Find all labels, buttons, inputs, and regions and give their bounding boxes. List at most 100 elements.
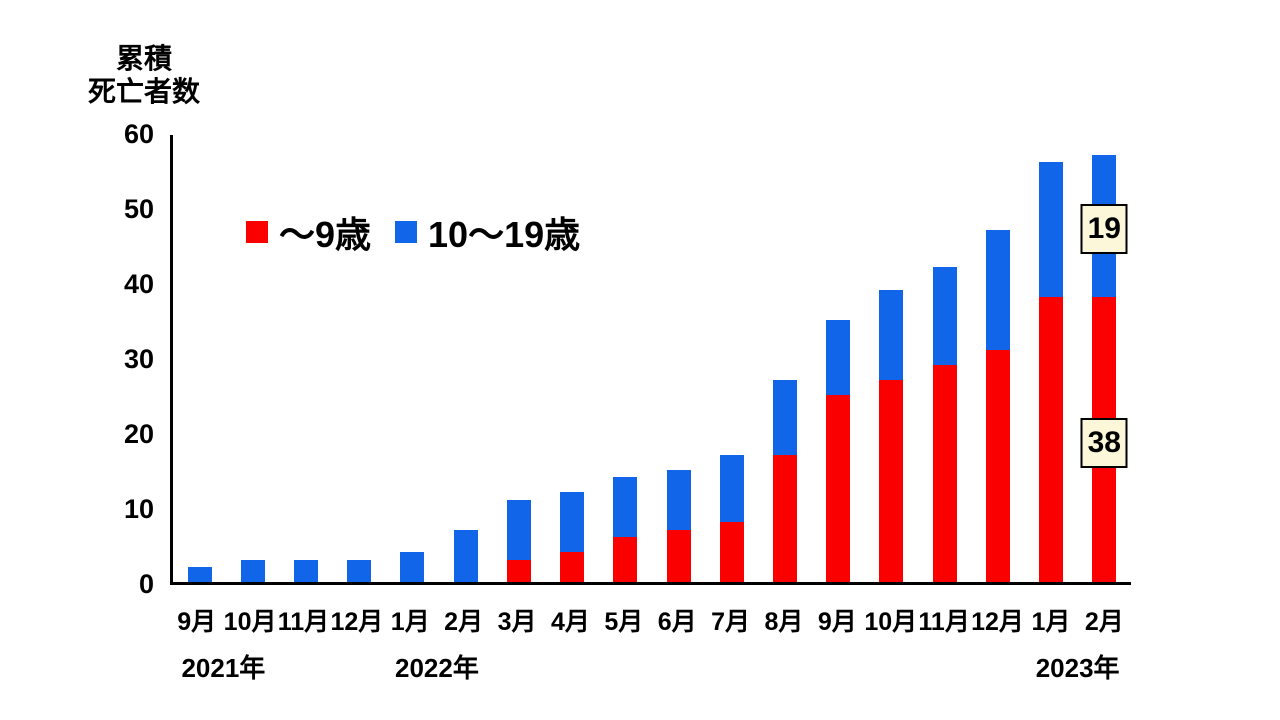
bar-segment-age-0-9	[560, 552, 585, 582]
stacked-bar	[985, 229, 1010, 582]
stacked-bar	[826, 319, 851, 582]
stacked-bar	[506, 499, 531, 582]
bar-slot	[971, 135, 1024, 582]
legend-item-age-10-19: 10〜19歳	[395, 206, 580, 258]
x-tick-label: 10月	[223, 608, 277, 636]
data-label-box: 19	[1080, 203, 1128, 254]
bar-segment-age-10-19	[773, 379, 798, 455]
bar-segment-age-10-19	[826, 319, 851, 395]
stacked-bar	[187, 567, 212, 582]
stacked-bar	[879, 289, 904, 582]
y-tick-label: 60	[123, 118, 154, 149]
legend-swatch-blue-icon	[395, 221, 418, 243]
x-tick-label: 8月	[764, 608, 804, 636]
data-label-box: 38	[1080, 417, 1128, 468]
bar-segment-age-10-19	[879, 289, 904, 380]
x-tick-label: 1月	[390, 608, 430, 636]
bar-segment-age-0-9	[985, 349, 1010, 582]
x-tick-label: 9月	[177, 608, 217, 636]
x-tick-label: 11月	[277, 608, 330, 636]
bar-segment-age-10-19	[932, 267, 957, 365]
x-tick-label: 2月	[1084, 608, 1124, 636]
bar-segment-age-0-9	[826, 394, 851, 582]
bar-slot	[546, 135, 599, 582]
bar-segment-age-0-9	[666, 529, 691, 582]
y-tick-label: 10	[123, 493, 154, 524]
bar-segment-age-0-9	[932, 364, 957, 582]
stacked-bar	[347, 559, 372, 582]
bar-segment-age-10-19	[347, 559, 372, 582]
year-label: 2022年	[395, 653, 479, 683]
bar-slot	[812, 135, 865, 582]
bar-segment-age-10-19	[985, 229, 1010, 350]
y-axis-title-line1: 累積	[115, 43, 172, 74]
bar-slot	[918, 135, 971, 582]
bars-container	[173, 135, 1131, 582]
bar-segment-age-10-19	[187, 567, 212, 582]
x-tick-label: 2月	[444, 608, 484, 636]
legend-label-age-10-19: 10〜19歳	[428, 214, 581, 255]
plot-area	[170, 135, 1131, 585]
x-tick-label: 9月	[817, 608, 857, 636]
year-label: 2023年	[1035, 653, 1120, 683]
legend-swatch-red-icon	[246, 221, 268, 243]
stacked-bar	[240, 559, 265, 582]
stacked-bar	[719, 454, 744, 582]
bar-segment-age-10-19	[560, 492, 585, 552]
x-tick-label: 1月	[1031, 608, 1071, 636]
y-tick-label: 40	[123, 268, 154, 299]
bar-segment-age-10-19	[453, 529, 478, 582]
bar-slot	[439, 135, 492, 582]
x-tick-label: 7月	[711, 608, 751, 636]
bar-slot	[1025, 135, 1078, 582]
bar-slot	[865, 135, 918, 582]
x-tick-label: 6月	[657, 608, 697, 636]
y-tick-label: 20	[123, 418, 154, 449]
bar-slot	[492, 135, 545, 582]
bar-segment-age-10-19	[666, 469, 691, 530]
bar-segment-age-0-9	[1039, 297, 1064, 582]
x-tick-label: 12月	[330, 608, 384, 636]
stacked-bar	[932, 267, 957, 582]
stacked-bar	[666, 469, 691, 582]
y-tick-label: 50	[123, 193, 154, 224]
bar-segment-age-10-19	[613, 477, 638, 537]
bar-slot	[333, 135, 386, 582]
bar-segment-age-0-9	[719, 522, 744, 582]
stacked-bar	[453, 529, 478, 582]
bar-slot	[279, 135, 332, 582]
bar-segment-age-0-9	[879, 379, 904, 582]
bar-segment-age-0-9	[773, 454, 798, 582]
y-tick-label: 30	[123, 343, 154, 374]
stacked-bar	[560, 492, 585, 582]
bar-slot	[386, 135, 439, 582]
bar-segment-age-0-9	[506, 559, 531, 582]
y-axis-title: 累積 死亡者数	[78, 42, 210, 108]
bar-slot	[705, 135, 758, 582]
stacked-bar	[1039, 162, 1064, 582]
stacked-bar	[613, 477, 638, 582]
bar-slot	[758, 135, 811, 582]
legend-item-age-0-9: 〜9歳	[246, 206, 371, 258]
bar-slot	[652, 135, 705, 582]
bar-segment-age-10-19	[400, 552, 425, 582]
bar-slot	[599, 135, 652, 582]
bar-segment-age-10-19	[294, 559, 319, 582]
legend: 〜9歳 10〜19歳	[246, 206, 580, 258]
bar-slot	[226, 135, 279, 582]
bar-segment-age-10-19	[506, 499, 531, 560]
bar-segment-age-10-19	[1039, 162, 1064, 297]
x-tick-label: 3月	[497, 608, 537, 636]
stacked-bar	[294, 559, 319, 582]
x-tick-label: 12月	[971, 608, 1024, 636]
bar-segment-age-10-19	[240, 559, 265, 582]
stacked-bar	[773, 379, 798, 582]
bar-segment-age-0-9	[613, 537, 638, 582]
bar-slot	[173, 135, 226, 582]
x-tick-label: 4月	[550, 608, 590, 636]
legend-label-age-0-9: 〜9歳	[279, 214, 372, 255]
bar-slot	[1078, 135, 1131, 582]
stacked-bar	[400, 552, 425, 582]
x-tick-label: 5月	[604, 608, 644, 636]
